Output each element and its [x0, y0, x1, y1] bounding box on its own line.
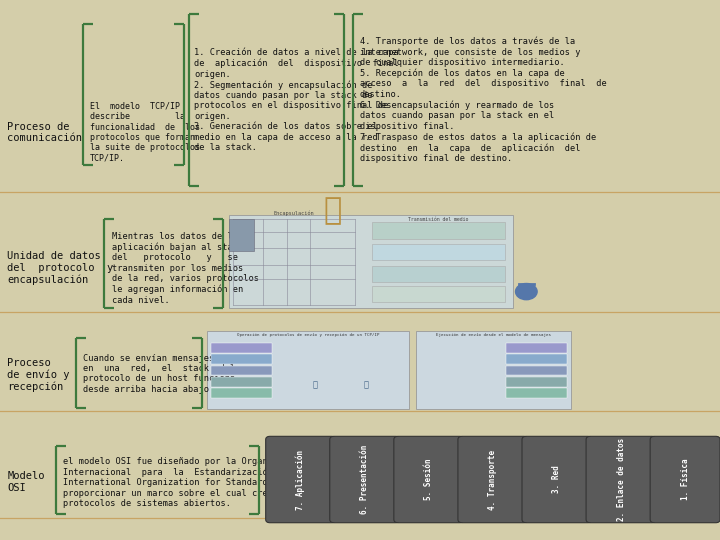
FancyBboxPatch shape [211, 366, 272, 375]
FancyBboxPatch shape [372, 286, 505, 302]
Circle shape [516, 284, 537, 300]
FancyBboxPatch shape [506, 388, 567, 398]
Text: 7. Aplicación: 7. Aplicación [296, 449, 305, 510]
FancyBboxPatch shape [211, 377, 272, 387]
Text: 1. Creación de datos a nivel de la capa
de  aplicación  del  dispositivo  final
: 1. Creación de datos a nivel de la capa … [194, 48, 399, 152]
FancyBboxPatch shape [372, 244, 505, 260]
Text: 4. Transporte de los datos a través de la
internetwork, que consiste de los medi: 4. Transporte de los datos a través de l… [360, 37, 607, 163]
Text: Unidad de datos
del  protocolo  y
encapsulación: Unidad de datos del protocolo y encapsul… [7, 252, 114, 285]
Text: Mientras los datos de la
aplicación bajan al stack
del   protocolo   y   se
tran: Mientras los datos de la aplicación baja… [112, 232, 258, 305]
Text: el modelo OSI fue diseñado por la Organización
Internacional  para  la  Estandar: el modelo OSI fue diseñado por la Organi… [63, 456, 347, 508]
FancyBboxPatch shape [229, 215, 513, 308]
FancyBboxPatch shape [506, 354, 567, 364]
FancyBboxPatch shape [211, 354, 272, 364]
Text: 5. Sesión: 5. Sesión [424, 458, 433, 501]
FancyBboxPatch shape [506, 377, 567, 387]
Text: 4. Transporte: 4. Transporte [488, 449, 498, 510]
Text: Operación de protocolos de envío y recepción de un TCP/IP: Operación de protocolos de envío y recep… [237, 333, 379, 336]
FancyBboxPatch shape [416, 331, 571, 409]
Text: 1. Física: 1. Física [680, 458, 690, 501]
FancyBboxPatch shape [522, 436, 592, 523]
Text: 3. Red: 3. Red [552, 465, 562, 494]
FancyBboxPatch shape [266, 436, 336, 523]
FancyBboxPatch shape [372, 222, 505, 239]
FancyBboxPatch shape [211, 343, 272, 353]
FancyBboxPatch shape [372, 266, 505, 282]
FancyBboxPatch shape [229, 219, 254, 251]
Text: Proceso de
comunicación: Proceso de comunicación [7, 122, 82, 143]
Text: ⬛: ⬛ [364, 381, 368, 390]
Text: Proceso
de envío y
recepción: Proceso de envío y recepción [7, 358, 70, 393]
FancyBboxPatch shape [506, 343, 567, 353]
Text: Modelo
OSI: Modelo OSI [7, 471, 45, 493]
Text: Encapsulación: Encapsulación [274, 211, 314, 216]
Text: Cuando se envían mensajes
en  una  red,  el  stack  del
protocolo de un host fun: Cuando se envían mensajes en una red, el… [83, 354, 235, 394]
Text: El  modelo  TCP/IP
describe         la
funcionalidad  de  los
protocolos que for: El modelo TCP/IP describe la funcionalid… [90, 102, 200, 163]
FancyBboxPatch shape [211, 388, 272, 398]
FancyBboxPatch shape [650, 436, 720, 523]
Text: 6. Presentación: 6. Presentación [360, 445, 369, 514]
Text: Ejecución de envío desde el modelo de mensajes: Ejecución de envío desde el modelo de me… [436, 333, 551, 336]
Text: ꞔ: ꞔ [323, 195, 342, 226]
FancyBboxPatch shape [506, 366, 567, 375]
FancyBboxPatch shape [586, 436, 656, 523]
FancyBboxPatch shape [394, 436, 464, 523]
Text: ⬛: ⬛ [313, 381, 318, 390]
Text: Transmisión del medio: Transmisión del medio [408, 217, 468, 222]
FancyBboxPatch shape [330, 436, 400, 523]
FancyBboxPatch shape [207, 331, 409, 409]
Text: 2. Enlace de datos: 2. Enlace de datos [616, 438, 626, 521]
FancyBboxPatch shape [458, 436, 528, 523]
